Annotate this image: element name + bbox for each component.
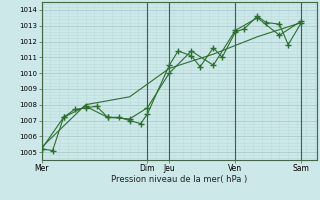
X-axis label: Pression niveau de la mer( hPa ): Pression niveau de la mer( hPa ) [111,175,247,184]
